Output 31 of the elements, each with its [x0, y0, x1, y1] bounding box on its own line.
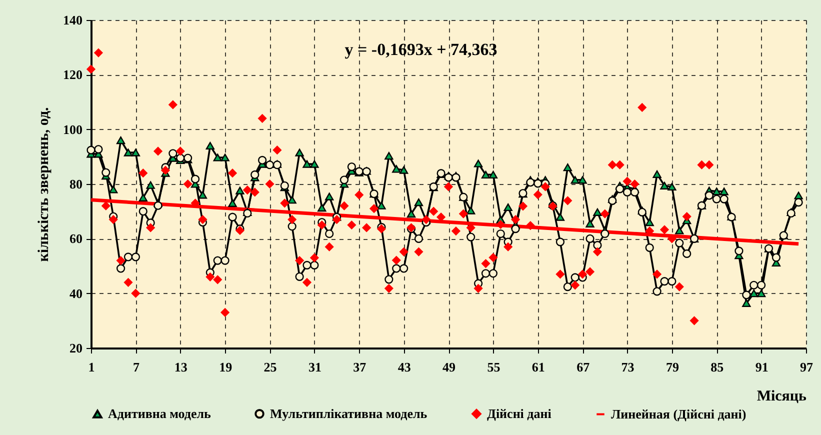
x-tick-label: 97	[800, 360, 814, 374]
y-tick-label: 60	[70, 231, 82, 246]
x-tick-label: 25	[264, 360, 278, 374]
y-tick-label: 80	[70, 176, 82, 192]
legend-label: Дійсні дані	[487, 406, 552, 421]
x-tick-label: 49	[442, 360, 456, 374]
y-tick-label: 40	[70, 286, 82, 301]
x-tick-label: 19	[219, 360, 233, 374]
annotation: y = -0,1693x + 74,363	[344, 40, 498, 59]
legend-label: Адитивна модель	[108, 406, 212, 422]
x-tick-label: 79	[666, 360, 680, 374]
x-tick-label: 1	[88, 360, 95, 374]
legend-label: Линейная (Дійсні дані)	[611, 406, 746, 422]
y-tick-label: 120	[63, 67, 82, 82]
x-tick-label: 37	[353, 360, 367, 374]
y-tick-label: 140	[63, 12, 82, 28]
y-tick-label: 20	[70, 340, 82, 356]
x-tick-label: 7	[132, 360, 140, 374]
x-tick-label: 73	[621, 360, 635, 374]
legend-label: Мультиплікативна модель	[270, 406, 428, 421]
y-axis-title: кількість звернень, од.	[36, 106, 52, 262]
x-tick-label: 67	[576, 360, 590, 374]
x-tick-label: 85	[710, 360, 724, 374]
x-tick-label: 43	[398, 360, 412, 374]
x-tick-label: 31	[308, 360, 322, 374]
y-tick-label: 100	[63, 122, 82, 137]
x-tick-label: 91	[755, 360, 768, 374]
x-tick-label: 13	[174, 360, 188, 374]
x-axis-title: Місяць	[756, 388, 807, 404]
x-tick-label: 61	[532, 360, 545, 374]
x-tick-label: 55	[487, 360, 501, 374]
